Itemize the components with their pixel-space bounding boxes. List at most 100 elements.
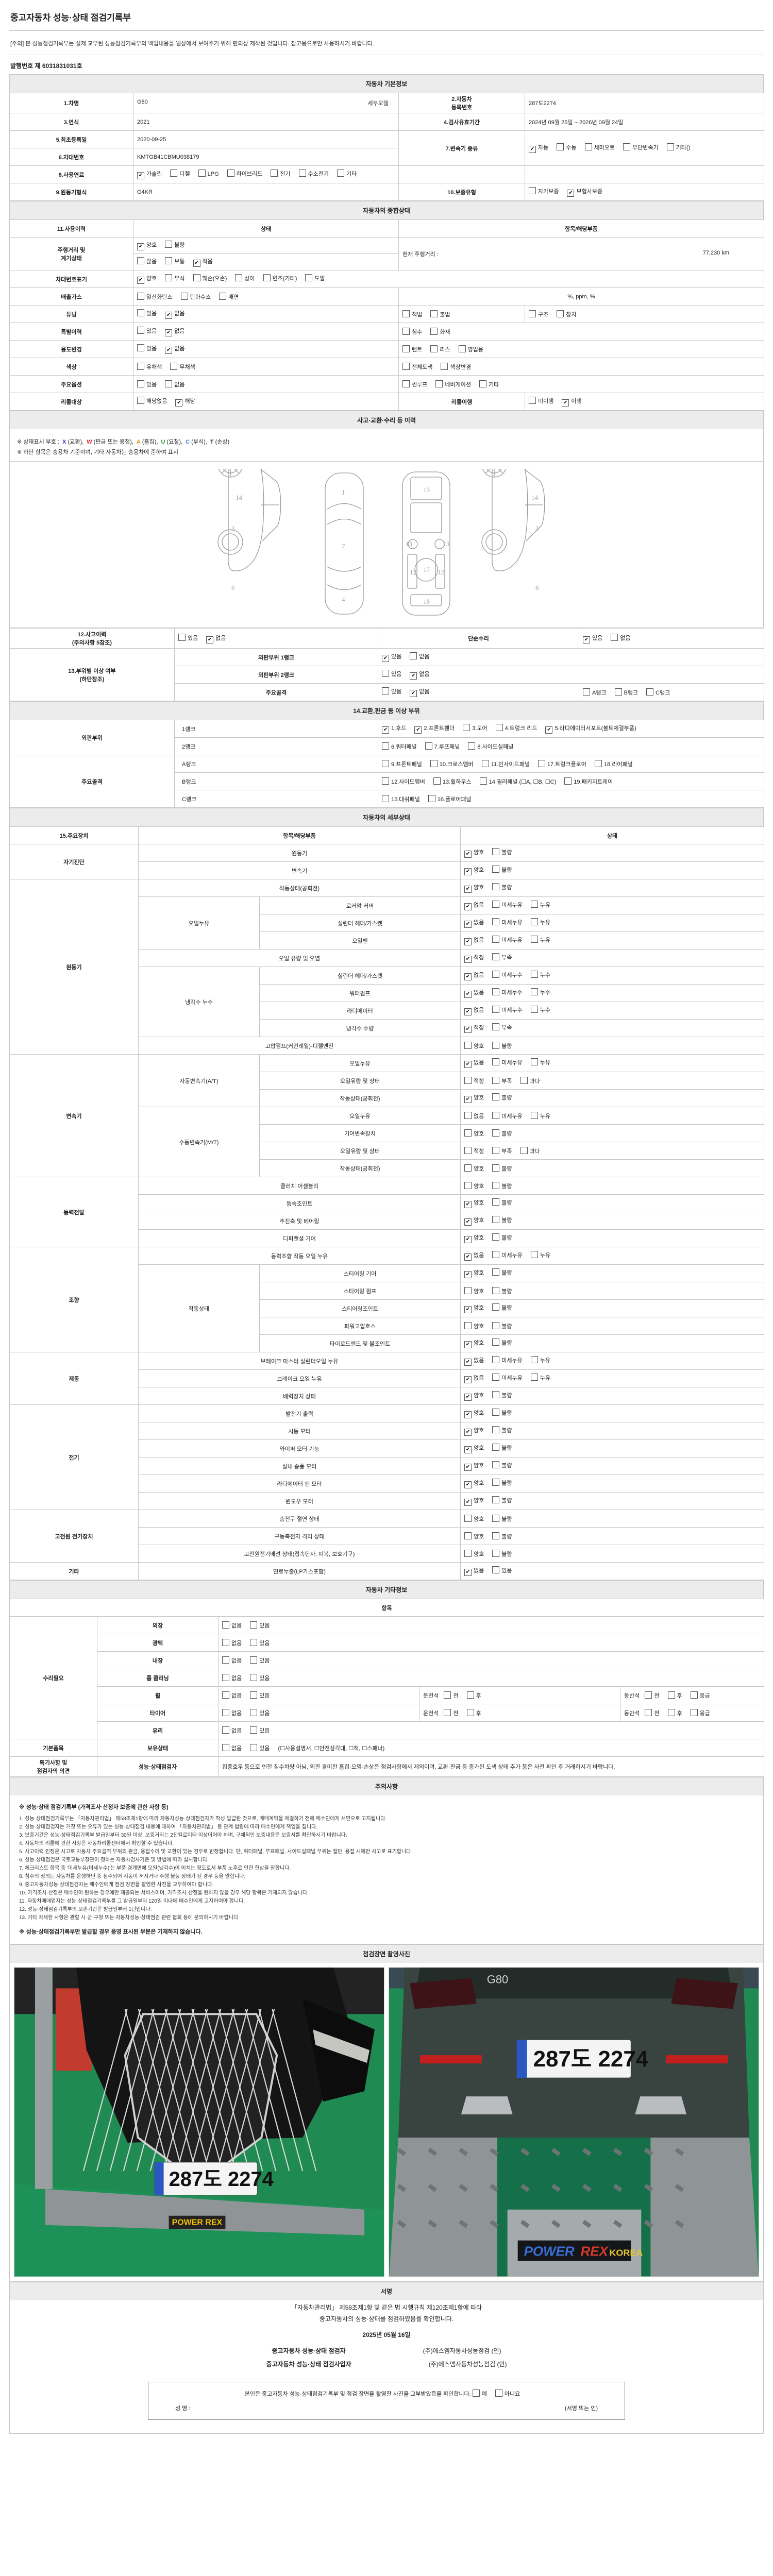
checkbox-적정[interactable]: ✔ 적정 bbox=[464, 1023, 484, 1033]
checkbox-box[interactable]: ✔ bbox=[464, 1026, 472, 1033]
checkbox-없음[interactable]: ✔ 없음 bbox=[464, 988, 484, 998]
checkbox-box[interactable] bbox=[564, 777, 572, 785]
checkbox-적정[interactable]: 적정 bbox=[464, 1146, 484, 1155]
checkbox-box[interactable] bbox=[645, 1691, 652, 1699]
checkbox-box[interactable] bbox=[441, 362, 448, 370]
checkbox-있음[interactable]: 있음 bbox=[250, 1673, 270, 1682]
checkbox-양호[interactable]: 양호 bbox=[464, 1181, 484, 1190]
checkbox-구조[interactable]: 구조 bbox=[529, 310, 548, 318]
checkbox-전[interactable]: 전 bbox=[645, 1708, 660, 1717]
checkbox-box[interactable] bbox=[382, 687, 389, 694]
checkbox-box[interactable] bbox=[492, 1566, 500, 1573]
checkbox-box[interactable]: ✔ bbox=[464, 1341, 472, 1348]
checkbox-box[interactable] bbox=[529, 397, 536, 404]
checkbox-미이행[interactable]: 미이행 bbox=[529, 397, 553, 405]
checkbox-box[interactable] bbox=[219, 292, 227, 300]
checkbox-box[interactable] bbox=[529, 187, 536, 194]
checkbox-box[interactable] bbox=[557, 310, 564, 317]
checkbox-box[interactable] bbox=[464, 1549, 472, 1557]
checkbox-box[interactable] bbox=[481, 759, 489, 767]
checkbox-box[interactable] bbox=[492, 1496, 500, 1503]
checkbox-적음[interactable]: ✔ 적음 bbox=[193, 257, 213, 267]
checkbox-불량[interactable]: 불량 bbox=[492, 1514, 512, 1523]
checkbox-box[interactable] bbox=[492, 1338, 500, 1346]
checkbox-box[interactable] bbox=[492, 1129, 500, 1137]
checkbox-box[interactable] bbox=[492, 936, 500, 943]
checkbox-3.도어[interactable]: 3.도어 bbox=[463, 724, 488, 732]
checkbox-12.사이드멤버[interactable]: 12.사이드멤버 bbox=[382, 777, 425, 786]
checkbox-없음[interactable]: ✔ 없음 bbox=[464, 936, 484, 945]
checkbox-box[interactable] bbox=[530, 1058, 538, 1065]
checkbox-box[interactable]: ✔ bbox=[137, 243, 144, 250]
checkbox-box[interactable]: ✔ bbox=[165, 329, 173, 336]
checkbox-양호[interactable]: ✔ 양호 bbox=[464, 1233, 484, 1243]
checkbox-무단변속기[interactable]: 무단변속기 bbox=[623, 143, 659, 151]
checkbox-불량[interactable]: 불량 bbox=[492, 1093, 512, 1101]
checkbox-수소전기[interactable]: 수소전기 bbox=[298, 170, 329, 178]
checkbox-없음[interactable]: ✔ 없음 bbox=[165, 309, 185, 319]
checkbox-box[interactable] bbox=[645, 1708, 652, 1716]
checkbox-box[interactable] bbox=[193, 274, 200, 281]
checkbox-양호[interactable]: ✔ 양호 bbox=[464, 1338, 484, 1348]
checkbox-box[interactable] bbox=[430, 327, 438, 335]
checkbox-box[interactable] bbox=[435, 380, 443, 387]
checkbox-있음[interactable]: 있음 bbox=[178, 633, 198, 642]
checkbox-box[interactable] bbox=[530, 1251, 538, 1258]
checkbox-box[interactable] bbox=[492, 1006, 500, 1013]
checkbox-없음[interactable]: ✔ 없음 bbox=[464, 1356, 484, 1366]
checkbox-없음[interactable]: 없음 bbox=[165, 380, 185, 388]
checkbox-box[interactable]: ✔ bbox=[464, 1376, 472, 1383]
checkbox-불량[interactable]: 불량 bbox=[492, 1409, 512, 1417]
checkbox-불량[interactable]: 불량 bbox=[492, 1181, 512, 1190]
checkbox-과다[interactable]: 과다 bbox=[520, 1076, 540, 1085]
checkbox-있음[interactable]: 있음 bbox=[137, 344, 157, 352]
checkbox-box[interactable] bbox=[222, 1656, 229, 1664]
checkbox-box[interactable] bbox=[137, 380, 144, 387]
checkbox-box[interactable] bbox=[530, 1006, 538, 1013]
checkbox-box[interactable] bbox=[464, 1181, 472, 1189]
checkbox-미세누유[interactable]: 미세누유 bbox=[492, 936, 523, 944]
checkbox-box[interactable] bbox=[170, 170, 178, 177]
checkbox-box[interactable] bbox=[222, 1708, 229, 1716]
checkbox-box[interactable] bbox=[611, 633, 618, 641]
checkbox-box[interactable] bbox=[250, 1638, 258, 1646]
checkbox-적정[interactable]: 적정 bbox=[464, 1076, 484, 1085]
checkbox-box[interactable] bbox=[530, 1356, 538, 1363]
checkbox-양호[interactable]: 양호 bbox=[464, 1041, 484, 1050]
checkbox-훼손(오손)[interactable]: 훼손(오손) bbox=[193, 274, 227, 282]
checkbox-box[interactable] bbox=[382, 670, 389, 677]
checkbox-전[interactable]: 전 bbox=[444, 1708, 459, 1717]
checkbox-box[interactable]: ✔ bbox=[464, 1061, 472, 1068]
checkbox-box[interactable] bbox=[382, 742, 389, 750]
checkbox-있음[interactable]: ✔ 있음 bbox=[583, 634, 602, 643]
checkbox-응급[interactable]: 응급 bbox=[690, 1691, 710, 1700]
checkbox-9.프론트패널[interactable]: 9.프론트패널 bbox=[382, 759, 422, 768]
checkbox-과다[interactable]: 과다 bbox=[520, 1146, 540, 1155]
checkbox-없음[interactable]: ✔ 없음 bbox=[165, 327, 185, 336]
checkbox-없음[interactable]: ✔ 없음 bbox=[464, 1566, 484, 1576]
checkbox-box[interactable] bbox=[430, 759, 438, 767]
checkbox-1.후드[interactable]: ✔ 1.후드 bbox=[382, 724, 406, 734]
checkbox-box[interactable] bbox=[444, 1691, 451, 1699]
checkbox-box[interactable]: ✔ bbox=[165, 312, 173, 319]
checkbox-box[interactable] bbox=[492, 1409, 500, 1416]
checkbox-4.트렁크 리드[interactable]: 4.트렁크 리드 bbox=[495, 724, 537, 732]
checkbox-box[interactable]: ✔ bbox=[464, 973, 472, 980]
checkbox-불량[interactable]: 불량 bbox=[492, 1233, 512, 1242]
checkbox-있음[interactable]: ✔ 있음 bbox=[382, 652, 401, 662]
checkbox-box[interactable] bbox=[235, 274, 243, 281]
checkbox-기타[interactable]: 기타 bbox=[337, 170, 357, 178]
checkbox-불량[interactable]: 불량 bbox=[492, 848, 512, 856]
checkbox-box[interactable]: ✔ bbox=[410, 690, 417, 697]
checkbox-box[interactable] bbox=[492, 1251, 500, 1258]
checkbox-box[interactable] bbox=[222, 1743, 229, 1751]
checkbox-양호[interactable]: ✔ 양호 bbox=[464, 1496, 484, 1506]
checkbox-box[interactable]: ✔ bbox=[464, 1271, 472, 1278]
checkbox-box[interactable] bbox=[492, 1076, 500, 1084]
checkbox-상이[interactable]: 상이 bbox=[235, 274, 255, 282]
checkbox-불량[interactable]: 불량 bbox=[492, 1391, 512, 1399]
checkbox-box[interactable] bbox=[464, 1076, 472, 1084]
checkbox-box[interactable] bbox=[402, 345, 410, 352]
checkbox-화재[interactable]: 화재 bbox=[430, 327, 450, 336]
checkbox-불량[interactable]: 불량 bbox=[492, 1129, 512, 1138]
